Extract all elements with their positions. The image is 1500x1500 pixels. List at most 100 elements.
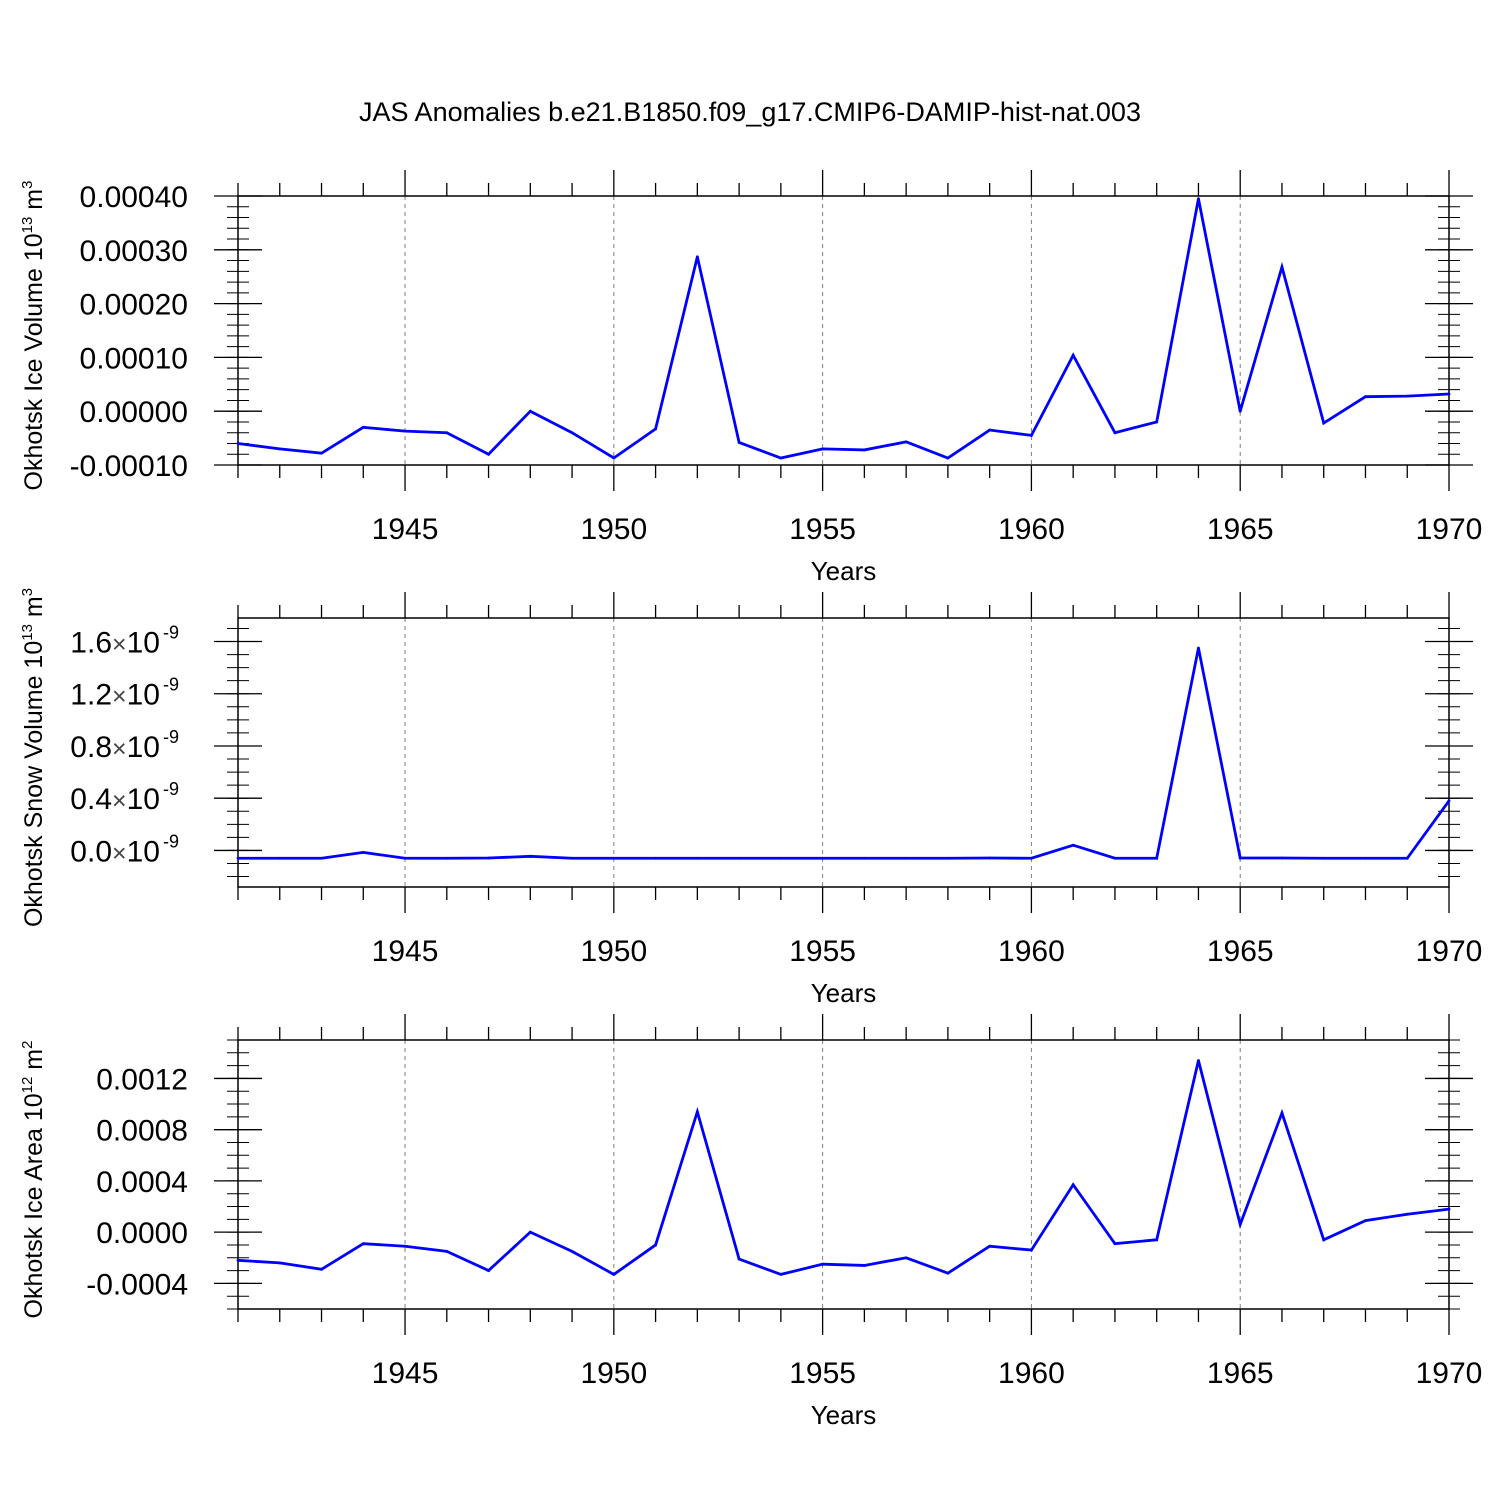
y-tick-label: -0.00010 <box>70 450 188 483</box>
data-point <box>570 856 574 860</box>
y-tick-label: 1.6×10 <box>70 627 160 660</box>
y-tick-label: 0.0004 <box>96 1166 188 1199</box>
data-point <box>1405 394 1409 398</box>
y-tick-exponent: -9 <box>163 831 179 851</box>
x-tick-label: 1960 <box>998 513 1065 546</box>
data-point <box>654 427 657 431</box>
data-point <box>779 1273 783 1276</box>
data-point <box>570 431 574 435</box>
y-axis-label: Okhotsk Ice Area 1012 m2 <box>19 1041 48 1319</box>
panel-ice-area: -0.0004 0.0000 0.0004 0.0008 0.0012 1945 1950 1… <box>19 1014 1482 1430</box>
data-point <box>528 409 532 413</box>
data-point <box>862 448 866 452</box>
y-tick-base: 10 <box>127 731 160 764</box>
data-point <box>487 1269 490 1272</box>
data-point <box>612 456 616 460</box>
data-point <box>612 856 616 860</box>
data-point <box>654 856 657 860</box>
data-point <box>1155 856 1159 860</box>
x-axis-label: Years <box>811 1400 877 1430</box>
y-axis-label-exp: 13 <box>19 624 36 641</box>
data-point <box>946 1271 950 1275</box>
data-point <box>1280 265 1284 269</box>
data-point <box>695 255 699 259</box>
data-point <box>1447 392 1451 396</box>
data-point <box>1071 843 1075 847</box>
y-axis-label-unit: m <box>20 1049 48 1070</box>
data-point <box>1364 856 1367 860</box>
y-tick-label: 0.00010 <box>80 342 188 375</box>
y-tick-exponent: -9 <box>163 675 179 695</box>
data-point <box>1280 856 1284 860</box>
data-point <box>320 451 323 455</box>
data-point <box>1322 421 1326 425</box>
data-point <box>695 1110 699 1114</box>
y-axis-label-space <box>20 210 48 217</box>
x-tick-label: 1950 <box>580 935 647 968</box>
data-point <box>445 431 449 435</box>
data-point <box>779 856 783 860</box>
data-point <box>988 428 992 432</box>
data-point <box>1113 1242 1117 1246</box>
y-axis-label-unit: m <box>20 189 48 210</box>
y-axis-label-base: 10 <box>20 1093 48 1121</box>
y-axis-label-space <box>20 669 48 676</box>
data-point <box>1447 1207 1451 1211</box>
y-tick-exponent: -9 <box>163 623 179 643</box>
data-point <box>779 456 783 460</box>
y-tick-label: 0.0008 <box>96 1115 188 1148</box>
y-axis-label-space <box>20 617 48 624</box>
y-axis-label: Okhotsk Ice Volume 1013 m3 <box>19 181 48 491</box>
data-point <box>737 1257 741 1261</box>
x-tick-label: 1970 <box>1416 513 1483 546</box>
data-point <box>1238 409 1242 413</box>
y-axis-label-text: Okhotsk Ice Area <box>20 1128 48 1318</box>
figure-title: JAS Anomalies b.e21.B1850.f09_g17.CMIP6-… <box>359 97 1141 127</box>
data-point <box>821 447 825 451</box>
data-point <box>487 452 490 456</box>
data-point <box>236 442 240 445</box>
data-point <box>1071 1183 1075 1187</box>
data-point <box>1197 197 1200 201</box>
data-point <box>361 1242 365 1246</box>
y-tick-label: 0.0012 <box>96 1063 188 1096</box>
y-tick-exponent: -9 <box>163 779 179 799</box>
x-tick-label: 1945 <box>372 1357 439 1390</box>
data-point <box>1113 856 1117 860</box>
y-tick-label: 0.00020 <box>80 289 188 322</box>
x-tick-label: 1965 <box>1207 513 1274 546</box>
data-point <box>1364 1219 1367 1223</box>
x-tick-label: 1945 <box>372 935 439 968</box>
data-point <box>487 856 490 860</box>
data-point <box>403 856 407 860</box>
series-line <box>237 1060 1450 1277</box>
data-point <box>445 1249 449 1253</box>
data-point <box>1322 1238 1326 1242</box>
y-axis-label-base: 10 <box>20 233 48 261</box>
data-point <box>403 429 407 433</box>
data-point <box>904 1256 908 1260</box>
y-tick-times: × <box>112 787 127 815</box>
y-tick-label: 0.8×10 <box>70 731 160 764</box>
y-axis-label-exp: 12 <box>19 1077 36 1094</box>
y-tick-mantissa: 1.2 <box>70 679 112 712</box>
x-axis-label: Years <box>811 556 877 586</box>
y-axis-label-unit-exp: 3 <box>19 181 36 189</box>
y-tick-times: × <box>112 683 127 711</box>
y-axis-label-text: Okhotsk Ice Volume <box>20 268 48 490</box>
data-point <box>862 1264 866 1267</box>
y-tick-label: 0.00000 <box>80 396 188 429</box>
data-point <box>1155 1238 1159 1242</box>
data-point <box>1155 420 1159 424</box>
y-tick-base: 10 <box>127 679 160 712</box>
y-tick-label: 0.00030 <box>80 235 188 268</box>
y-tick-label: 0.0×10 <box>70 835 160 868</box>
data-point <box>1322 856 1326 860</box>
data-point <box>361 425 365 429</box>
y-axis-label-unit-exp: 3 <box>19 588 36 596</box>
data-point <box>320 856 323 860</box>
x-tick-label: 1965 <box>1207 1357 1274 1390</box>
y-tick-times: × <box>112 735 127 763</box>
x-axis-label: Years <box>811 978 877 1008</box>
